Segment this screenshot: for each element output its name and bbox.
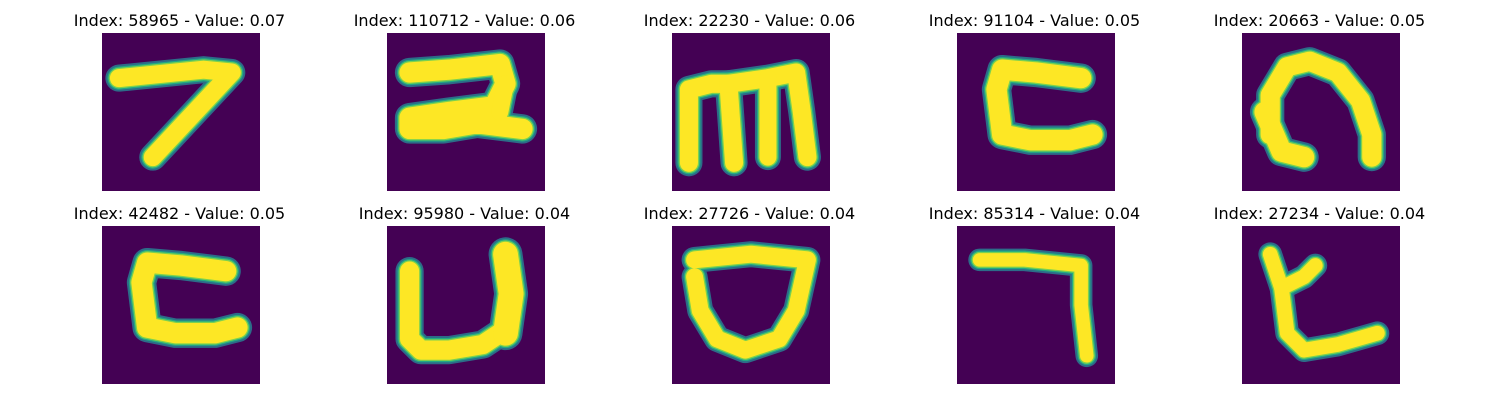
glyph-stroke (493, 241, 524, 346)
glyph-seven (105, 56, 246, 171)
character-image (102, 33, 260, 191)
character-image (672, 33, 830, 191)
image-panel: Index: 95980 - Value: 0.04 (322, 201, 607, 391)
glyph-stroke (399, 261, 510, 360)
image-panel: Index: 58965 - Value: 0.07 (37, 8, 322, 198)
panel-title: Index: 91104 - Value: 0.05 (928, 11, 1141, 30)
glyph-stroke (109, 60, 241, 167)
character-image (387, 33, 545, 191)
glyph-stroke (1274, 280, 1385, 358)
glyph-stroke (1260, 51, 1382, 167)
glyph-reverse-c (126, 248, 253, 348)
glyph-stroke (686, 245, 816, 359)
glyph-stroke (1254, 101, 1315, 168)
image-panel: Index: 27726 - Value: 0.04 (607, 201, 892, 391)
glyph-stroke (131, 252, 248, 344)
image-background (102, 226, 260, 384)
glyph-d-shape (681, 241, 821, 364)
glyph-reverse-c (981, 55, 1108, 155)
panel-title: Index: 85314 - Value: 0.04 (928, 204, 1141, 223)
panel-title: Index: 42482 - Value: 0.05 (73, 204, 286, 223)
glyph-z-shape (394, 49, 538, 144)
panel-title: Index: 22230 - Value: 0.06 (643, 11, 856, 30)
glyph-m-shape (675, 58, 821, 177)
glyph-y-shape (1258, 242, 1390, 362)
glyph-u-shape (395, 237, 529, 365)
panel-title: Index: 95980 - Value: 0.04 (358, 204, 571, 223)
glyph-stroke (491, 75, 514, 121)
character-image (672, 226, 830, 384)
panel-title: Index: 27726 - Value: 0.04 (643, 204, 856, 223)
image-panel: Index: 20663 - Value: 0.05 (1177, 8, 1462, 198)
panel-title: Index: 58965 - Value: 0.07 (73, 11, 286, 30)
image-background (957, 33, 1115, 191)
glyph-stroke (986, 59, 1103, 151)
character-image (1242, 33, 1400, 191)
image-panel: Index: 27234 - Value: 0.04 (1177, 201, 1462, 391)
panel-title: Index: 20663 - Value: 0.05 (1213, 11, 1426, 30)
panel-title: Index: 110712 - Value: 0.06 (353, 11, 576, 30)
image-panel: Index: 22230 - Value: 0.06 (607, 8, 892, 198)
glyph-seven-angle (968, 248, 1099, 368)
glyph-stroke (679, 74, 744, 172)
glyph-stroke (1262, 246, 1323, 296)
image-panel: Index: 85314 - Value: 0.04 (892, 201, 1177, 391)
glyph-stroke (399, 53, 533, 140)
glyph-stroke (719, 63, 817, 167)
image-panel: Index: 42482 - Value: 0.05 (37, 201, 322, 391)
character-image (1242, 226, 1400, 384)
image-panel: Index: 110712 - Value: 0.06 (322, 8, 607, 198)
panel-title: Index: 27234 - Value: 0.04 (1213, 204, 1426, 223)
character-image (957, 33, 1115, 191)
character-image (387, 226, 545, 384)
character-image (102, 226, 260, 384)
glyph-arch (1249, 47, 1386, 172)
glyph-stroke (972, 253, 1094, 363)
character-image (957, 226, 1115, 384)
image-panel: Index: 91104 - Value: 0.05 (892, 8, 1177, 198)
